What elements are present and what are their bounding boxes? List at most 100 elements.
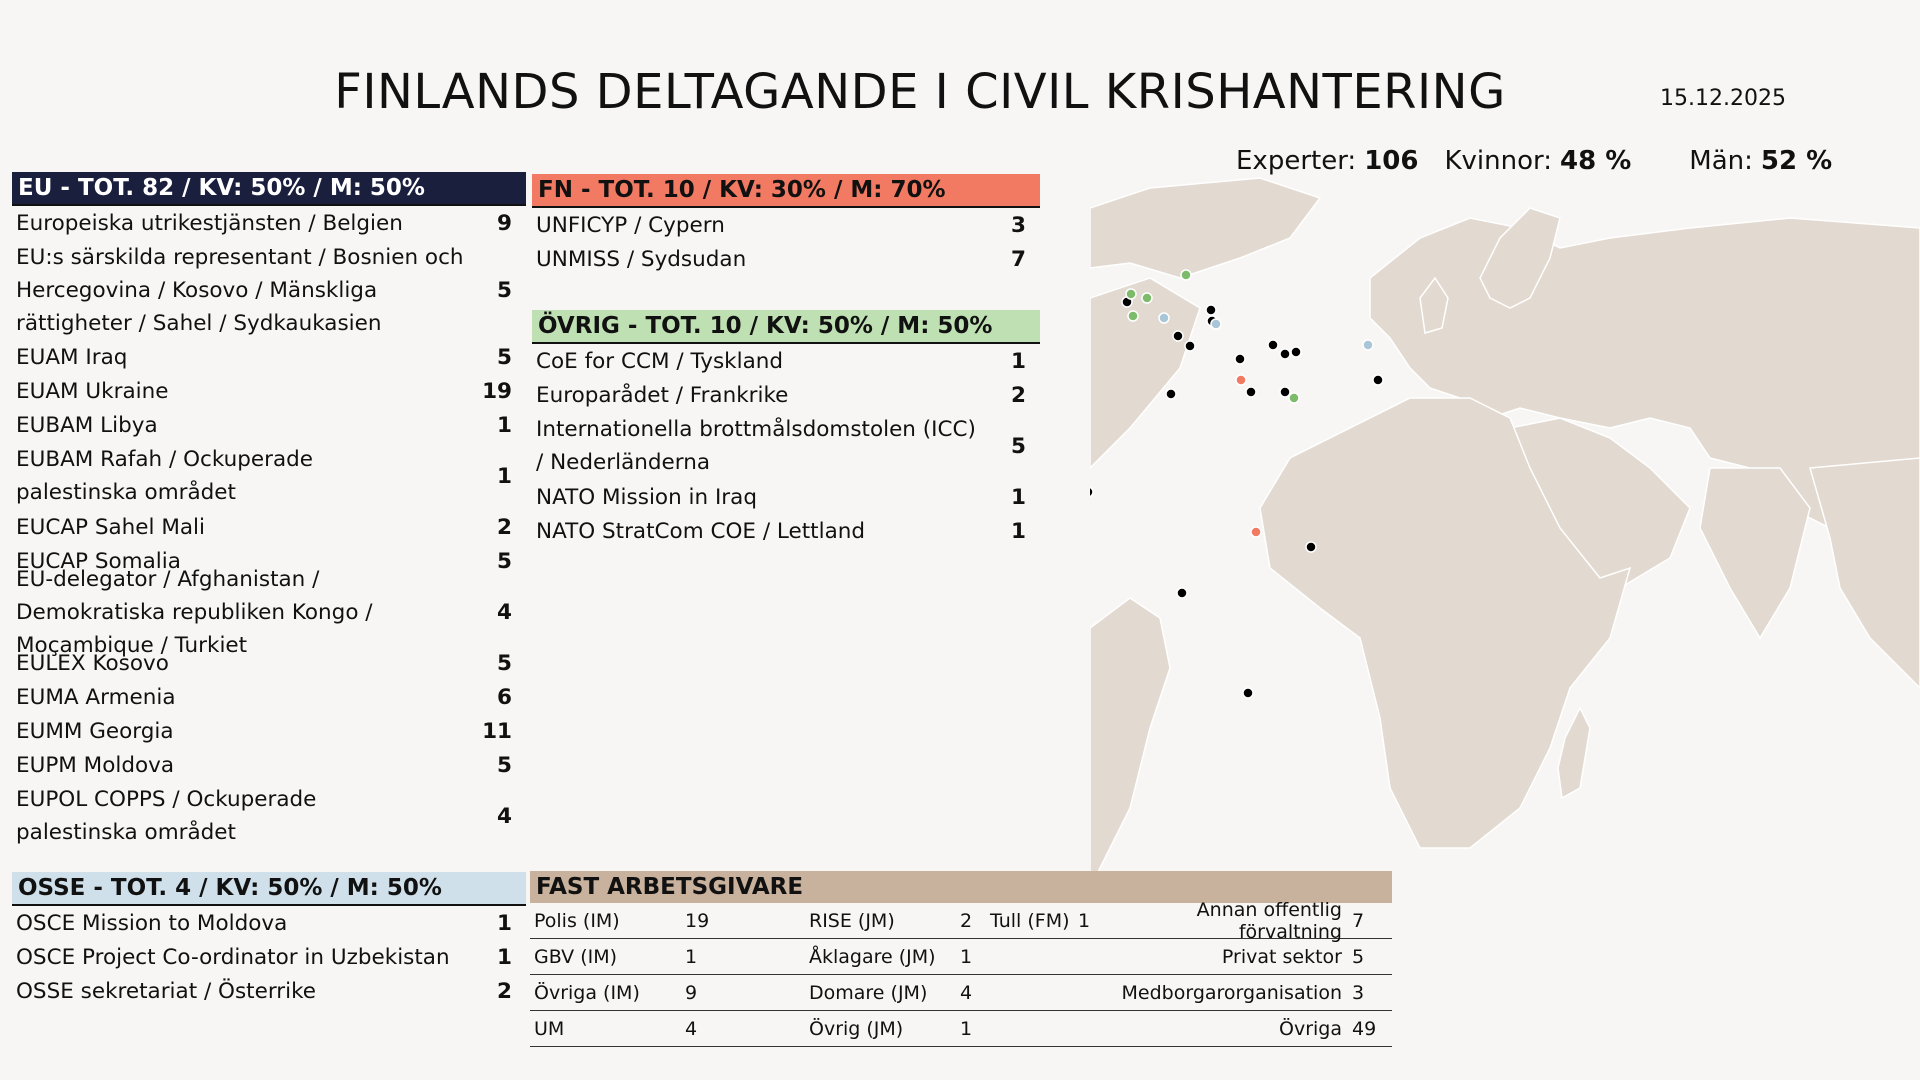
marker-ovrig [1125,288,1137,300]
employer-value: 19 [685,909,710,932]
ovrig-section: ÖVRIG - TOT. 10 / KV: 50% / M: 50% CoE f… [532,310,1040,548]
stat-label: Kvinnor: [1444,146,1552,176]
south-america-shape [1090,597,1171,889]
item-name: Internationella brottmålsdomstolen (ICC)… [536,417,976,475]
employer-label: Domare (JM) [809,981,928,1004]
item-name: NATO StratCom COE / Lettland [536,518,866,544]
item-name: OSSE sekretariat / Österrike [16,978,317,1004]
north-america-shape [1090,277,1201,470]
item-name: UNMISS / Sydsudan [536,246,747,272]
scandinavia-shape [1479,207,1561,309]
item-count: 1 [1011,348,1026,374]
stat-experts: Experter: 106 [1236,146,1418,176]
list-item: EULEX Kosovo 5 [12,646,526,680]
item-name: EUPOL COPPS / Ockuperade palestinska omr… [16,787,317,845]
list-item: UNFICYP / Cypern 3 [532,208,1040,242]
item-count: 4 [497,803,512,829]
list-item: EUBAM Libya 1 [12,408,526,442]
item-count: 5 [497,752,512,778]
page-title: FINLANDS DELTAGANDE I CIVIL KRISHANTERIN… [334,64,1506,120]
marker-eu [1176,587,1188,599]
table-row: GBV (IM) 1 Åklagare (JM) 1 Privat sektor… [530,939,1392,975]
summary-stats: Experter: 106 Kvinnor: 48 % Män: 52 % [1236,146,1832,176]
eu-heading: EU - TOT. 82 / KV: 50% / M: 50% [12,172,526,204]
item-count: 5 [497,650,512,676]
item-name: EUAM Iraq [16,344,128,370]
marker-fn [1250,526,1262,538]
employer-label: Övriga (IM) [534,981,640,1004]
employer-value: 1 [1078,909,1091,932]
stat-women: Kvinnor: 48 % [1444,146,1631,176]
marker-ovrig [1127,310,1139,322]
fn-section: FN - TOT. 10 / KV: 30% / M: 70% UNFICYP … [532,174,1040,276]
item-name: NATO Mission in Iraq [536,484,757,510]
employer-value: 7 [1352,909,1365,932]
item-count: 5 [497,344,512,370]
marker-osse [1210,318,1222,330]
india-shape [1699,467,1811,640]
list-item: CoE for CCM / Tyskland 1 [532,344,1040,378]
list-item: EUMM Georgia 11 [12,714,526,748]
list-item: EUAM Iraq 5 [12,340,526,374]
list-item: OSCE Project Co-ordinator in Uzbekistan 1 [12,940,526,974]
item-count: 4 [497,599,512,625]
ovrig-heading: ÖVRIG - TOT. 10 / KV: 50% / M: 50% [532,310,1040,342]
marker-ovrig [1141,292,1153,304]
item-name: EUCAP Sahel Mali [16,514,205,540]
item-name: EUBAM Rafah / Ockuperade palestinska omr… [16,447,314,505]
marker-eu [1245,386,1257,398]
fn-list: UNFICYP / Cypern 3 UNMISS / Sydsudan 7 [532,206,1040,276]
item-name: EU:s särskilda representant / Bosnien oc… [16,244,464,336]
marker-eu [1279,386,1291,398]
employer-label: Privat sektor [1221,945,1342,968]
table-row: UM 4 Övrig (JM) 1 Övriga 49 [530,1011,1392,1047]
marker-eu [1290,346,1302,358]
item-name: EU-delegator / Afghanistan / Demokratisk… [16,566,373,658]
list-item: Europeiska utrikestjänsten / Belgien 9 [12,206,526,240]
employer-value: 5 [1352,945,1365,968]
list-item: EUCAP Sahel Mali 2 [12,510,526,544]
item-name: EULEX Kosovo [16,650,169,676]
employer-value: 1 [685,945,698,968]
item-count: 1 [1011,518,1026,544]
item-count: 5 [497,548,512,574]
item-count: 11 [482,718,512,744]
list-item: Internationella brottmålsdomstolen (ICC)… [532,412,1040,480]
list-item: EUAM Ukraine 19 [12,374,526,408]
list-item: UNMISS / Sydsudan 7 [532,242,1040,276]
table-row: Övriga (IM) 9 Domare (JM) 4 Medborgarorg… [530,975,1392,1011]
fast-arbetsgivare-section: FAST ARBETSGIVARE Polis (IM) 19 RISE (JM… [530,871,1392,1047]
item-count: 1 [1011,484,1026,510]
marker-eu [1184,340,1196,352]
item-count: 1 [497,463,512,489]
employer-label: Tull (FM) [990,909,1070,932]
marker-ovrig [1288,392,1300,404]
list-item: OSSE sekretariat / Österrike 2 [12,974,526,1008]
ovrig-list: CoE for CCM / Tyskland 1 Europarådet / Fr… [532,342,1040,548]
employer-value: 1 [960,945,973,968]
list-item: Europarådet / Frankrike 2 [532,378,1040,412]
employer-table: Polis (IM) 19 RISE (JM) 2 Tull (FM) 1 An… [530,899,1392,1047]
list-item: EUMA Armenia 6 [12,680,526,714]
mission-markers [1090,269,1384,699]
item-name: OSCE Mission to Moldova [16,910,288,936]
osse-section: OSSE - TOT. 4 / KV: 50% / M: 50% OSCE Mi… [12,872,526,1008]
employer-value: 9 [685,981,698,1004]
item-name: OSCE Project Co-ordinator in Uzbekistan [16,944,450,970]
list-item: EUPOL COPPS / Ockuperade palestinska omr… [12,782,526,850]
employer-label: Övrig (JM) [809,1017,904,1040]
marker-eu [1172,330,1184,342]
marker-eu [1205,304,1217,316]
eu-section: EU - TOT. 82 / KV: 50% / M: 50% Europeis… [12,172,526,850]
item-count: 1 [497,412,512,438]
marker-eu [1242,687,1254,699]
uk-shape [1419,276,1449,334]
employer-value: 4 [960,981,973,1004]
item-name: EUMM Georgia [16,718,174,744]
employer-label: RISE (JM) [809,909,895,932]
item-count: 2 [1011,382,1026,408]
eu-list: Europeiska utrikestjänsten / Belgien 9 EU… [12,204,526,850]
osse-list: OSCE Mission to Moldova 1 OSCE Project Co… [12,904,526,1008]
world-map [1090,177,1920,889]
table-row: Polis (IM) 19 RISE (JM) 2 Tull (FM) 1 An… [530,899,1392,943]
